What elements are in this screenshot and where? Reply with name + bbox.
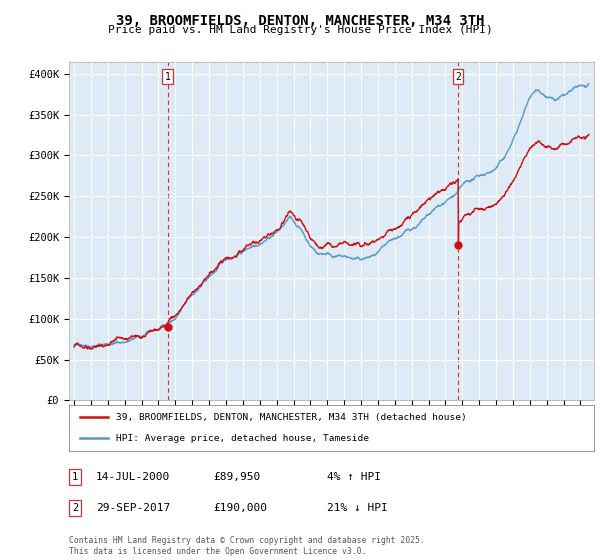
Text: 4% ↑ HPI: 4% ↑ HPI: [327, 472, 381, 482]
Text: 21% ↓ HPI: 21% ↓ HPI: [327, 503, 388, 513]
Text: 39, BROOMFIELDS, DENTON, MANCHESTER, M34 3TH: 39, BROOMFIELDS, DENTON, MANCHESTER, M34…: [116, 14, 484, 28]
Text: 29-SEP-2017: 29-SEP-2017: [96, 503, 170, 513]
Text: 14-JUL-2000: 14-JUL-2000: [96, 472, 170, 482]
Text: £89,950: £89,950: [213, 472, 260, 482]
Text: Price paid vs. HM Land Registry's House Price Index (HPI): Price paid vs. HM Land Registry's House …: [107, 25, 493, 35]
Text: £190,000: £190,000: [213, 503, 267, 513]
Text: 2: 2: [455, 72, 461, 82]
Text: 1: 1: [164, 72, 170, 82]
Text: Contains HM Land Registry data © Crown copyright and database right 2025.
This d: Contains HM Land Registry data © Crown c…: [69, 536, 425, 556]
Text: 39, BROOMFIELDS, DENTON, MANCHESTER, M34 3TH (detached house): 39, BROOMFIELDS, DENTON, MANCHESTER, M34…: [116, 413, 467, 422]
Text: 2: 2: [72, 503, 78, 513]
Text: HPI: Average price, detached house, Tameside: HPI: Average price, detached house, Tame…: [116, 434, 369, 443]
Text: 1: 1: [72, 472, 78, 482]
